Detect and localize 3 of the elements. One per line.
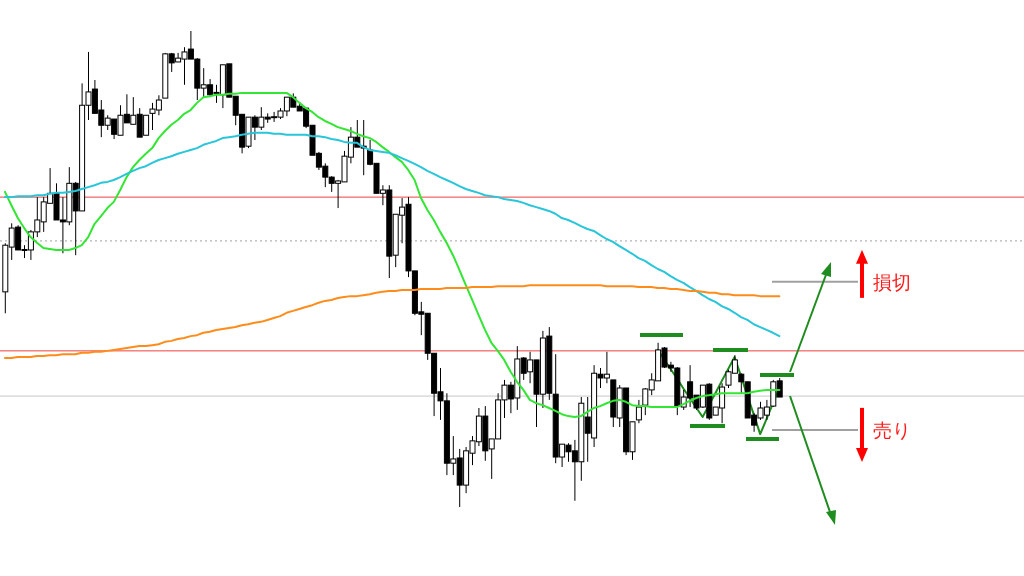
- ref-line-label: 売り: [873, 418, 911, 441]
- candlestick: [635, 399, 642, 424]
- ref-line-label: 損切: [873, 270, 911, 293]
